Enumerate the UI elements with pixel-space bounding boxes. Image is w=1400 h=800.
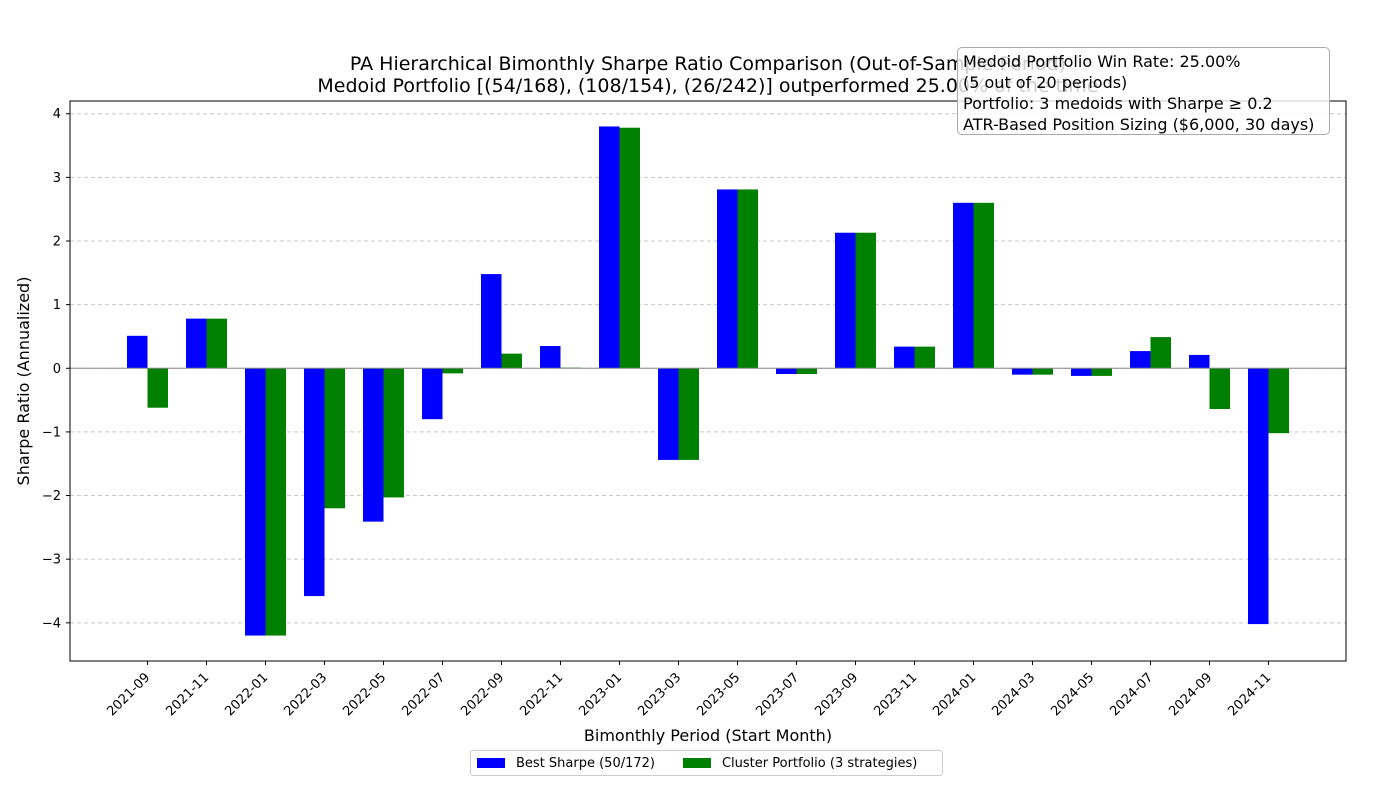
x-tick-label: 2023-07 xyxy=(753,670,802,719)
bar-cluster-portfolio xyxy=(1268,368,1289,434)
bars xyxy=(127,126,1289,636)
bar-best-sharpe xyxy=(1012,368,1033,375)
bar-best-sharpe xyxy=(953,202,974,369)
bar-best-sharpe xyxy=(245,368,266,636)
bar-cluster-portfolio xyxy=(1209,368,1230,409)
x-axis: 2021-09 2021-11 2022-01 2022-03 2022-05 2022-… xyxy=(104,661,1274,719)
chart-title: PA Hierarchical Bimonthly Sharpe Ratio C… xyxy=(350,53,1066,75)
periods-text: (5 out of 20 periods) xyxy=(963,73,1128,92)
bar-cluster-portfolio xyxy=(914,346,935,369)
x-tick-label: 2023-11 xyxy=(871,670,920,719)
x-tick-label: 2023-05 xyxy=(694,670,743,719)
plot-frame xyxy=(69,100,1347,662)
bar-best-sharpe xyxy=(304,368,325,597)
x-tick-label: 2022-09 xyxy=(458,670,507,719)
y-tick-label: −2 xyxy=(42,489,61,504)
bar-best-sharpe xyxy=(776,368,797,374)
bar-best-sharpe xyxy=(186,318,207,369)
x-tick-label: 2024-07 xyxy=(1107,670,1156,719)
legend-item-cluster-portfolio: Cluster Portfolio (3 strategies) xyxy=(682,755,918,771)
x-tick-label: 2022-03 xyxy=(281,670,330,719)
x-tick-label: 2022-05 xyxy=(340,670,389,719)
x-tick-label: 2022-11 xyxy=(517,670,566,719)
x-tick-label: 2021-11 xyxy=(163,670,212,719)
chart-subtitle: Medoid Portfolio [(54/168), (108/154), (… xyxy=(317,75,1098,97)
y-tick-label: 0 xyxy=(53,362,61,377)
bar-cluster-portfolio xyxy=(1150,337,1171,369)
y-axis-label: Sharpe Ratio (Annualized) xyxy=(14,277,33,486)
legend-swatch-blue xyxy=(477,758,505,768)
x-tick-label: 2023-01 xyxy=(576,670,625,719)
bar-best-sharpe xyxy=(658,368,679,460)
y-tick-label: −1 xyxy=(42,425,61,440)
bar-cluster-portfolio xyxy=(442,368,463,374)
bar-cluster-portfolio xyxy=(324,368,345,509)
bar-best-sharpe xyxy=(540,346,561,369)
x-tick-label: 2024-09 xyxy=(1166,670,1215,719)
bar-cluster-portfolio xyxy=(796,368,817,374)
bar-best-sharpe xyxy=(127,335,148,369)
bar-cluster-portfolio xyxy=(1032,368,1053,375)
bar-best-sharpe xyxy=(422,368,443,420)
position-sizing-text: ATR-Based Position Sizing ($6,000, 30 da… xyxy=(963,115,1315,134)
y-tick-label: 1 xyxy=(53,298,61,313)
x-tick-label: 2023-03 xyxy=(635,670,684,719)
bar-cluster-portfolio xyxy=(1091,368,1112,376)
win-rate-info-box: Medoid Portfolio Win Rate: 25.00% (5 out… xyxy=(957,47,1330,135)
bar-cluster-portfolio xyxy=(265,368,286,636)
legend: Best Sharpe (50/172) Cluster Portfolio (… xyxy=(470,750,943,776)
bar-best-sharpe xyxy=(1130,351,1151,369)
x-axis-label: Bimonthly Period (Start Month) xyxy=(584,726,832,745)
bar-cluster-portfolio xyxy=(147,368,168,408)
x-tick-label: 2024-05 xyxy=(1048,670,1097,719)
bar-best-sharpe xyxy=(1248,368,1269,625)
x-tick-label: 2023-09 xyxy=(812,670,861,719)
bar-best-sharpe xyxy=(835,232,856,369)
bar-cluster-portfolio xyxy=(501,353,522,369)
x-tick-label: 2022-07 xyxy=(399,670,448,719)
bar-best-sharpe xyxy=(481,274,502,369)
x-tick-label: 2024-03 xyxy=(989,670,1038,719)
portfolio-text: Portfolio: 3 medoids with Sharpe ≥ 0.2 xyxy=(963,94,1273,113)
bar-cluster-portfolio xyxy=(619,127,640,369)
legend-item-best-sharpe: Best Sharpe (50/172) xyxy=(477,756,655,771)
bar-best-sharpe xyxy=(1071,368,1092,376)
x-tick-label: 2022-01 xyxy=(222,670,271,719)
x-tick-label: 2024-11 xyxy=(1225,670,1274,719)
bar-best-sharpe xyxy=(717,189,738,369)
y-tick-label: −3 xyxy=(42,553,61,568)
y-tick-label: 4 xyxy=(53,107,61,122)
bar-cluster-portfolio xyxy=(383,368,404,498)
legend-swatch-green xyxy=(682,758,711,768)
y-tick-label: 2 xyxy=(53,235,61,250)
win-rate-text: Medoid Portfolio Win Rate: 25.00% xyxy=(963,52,1241,71)
bar-best-sharpe xyxy=(1189,354,1210,369)
bar-best-sharpe xyxy=(599,126,620,369)
legend-label: Cluster Portfolio (3 strategies) xyxy=(721,755,918,771)
x-tick-label: 2024-01 xyxy=(930,670,979,719)
bar-cluster-portfolio xyxy=(855,232,876,369)
bar-cluster-portfolio xyxy=(206,318,227,369)
x-tick-label: 2021-09 xyxy=(104,670,153,719)
bar-cluster-portfolio xyxy=(678,368,699,460)
y-axis: 4 3 2 1 0 −1 −2 −3 −4 xyxy=(42,107,70,631)
bar-cluster-portfolio xyxy=(973,202,994,369)
bar-best-sharpe xyxy=(894,346,915,369)
legend-label: Best Sharpe (50/172) xyxy=(516,755,655,771)
bar-cluster-portfolio xyxy=(737,189,758,369)
y-tick-label: 3 xyxy=(53,171,61,186)
y-tick-label: −4 xyxy=(42,616,61,631)
bar-best-sharpe xyxy=(363,368,384,522)
